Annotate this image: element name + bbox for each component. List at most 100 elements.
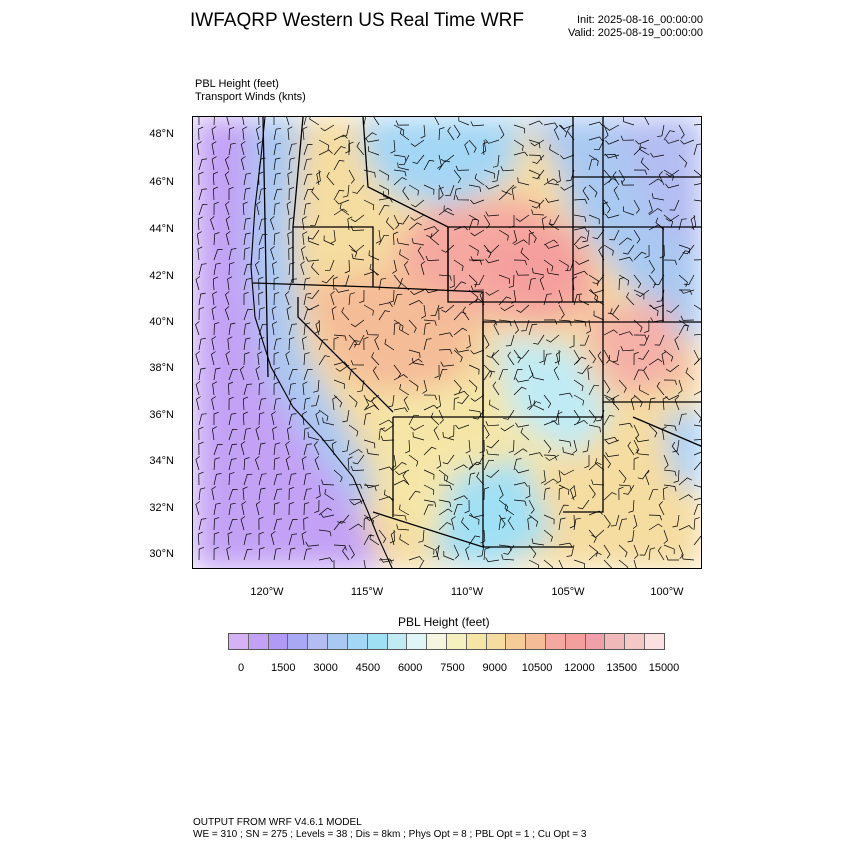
wind-barb <box>198 426 204 441</box>
wind-barb <box>663 529 669 544</box>
wind-barb <box>662 486 668 501</box>
wind-barb <box>422 379 427 394</box>
colorbar-swatch <box>506 634 527 649</box>
wind-barb <box>241 501 247 516</box>
wind-barb <box>353 334 365 346</box>
wind-barb <box>318 339 328 351</box>
wind-barb <box>348 394 358 408</box>
wind-barb <box>197 531 203 546</box>
wind-barb <box>620 346 635 352</box>
wind-barb <box>288 186 295 201</box>
wind-barb <box>648 178 663 186</box>
wind-barb <box>213 457 220 471</box>
wind-barb <box>348 483 363 489</box>
wind-barb <box>528 169 540 180</box>
wind-barb <box>212 426 217 441</box>
wind-barb <box>438 127 445 141</box>
wind-barb <box>528 120 543 126</box>
wind-barb <box>228 458 237 471</box>
wind-barb <box>419 559 425 568</box>
wind-barb <box>489 399 500 411</box>
wind-barb <box>303 144 313 156</box>
wind-barb <box>556 351 561 366</box>
wind-barb <box>228 369 238 381</box>
wind-barb <box>512 229 518 244</box>
wind-barb <box>566 544 575 557</box>
wind-barb <box>197 216 203 231</box>
wind-barb <box>549 219 560 231</box>
wind-barb <box>363 132 377 141</box>
wind-barb <box>198 263 207 276</box>
wind-barb <box>288 369 298 381</box>
lat-label: 48°N <box>149 128 174 140</box>
wind-barb <box>273 117 275 125</box>
wind-barb <box>648 358 663 366</box>
wind-barb <box>588 274 599 286</box>
wind-barb <box>212 171 219 186</box>
wind-barb <box>627 529 635 543</box>
colorbar-label: 15000 <box>648 662 680 674</box>
wind-barb <box>678 324 690 336</box>
wind-barb <box>227 531 233 546</box>
wind-barb <box>423 404 438 411</box>
colorbar-swatch <box>288 634 309 649</box>
colorbar-label: 6000 <box>397 662 423 674</box>
wind-barb <box>573 379 584 392</box>
wind-barb <box>485 211 500 217</box>
wind-barb <box>672 439 680 453</box>
wind-barb <box>393 293 403 306</box>
wind-barb <box>573 409 581 424</box>
wind-barb <box>525 484 531 499</box>
wind-barb <box>388 289 395 303</box>
wind-barb <box>213 411 219 425</box>
wind-barb <box>365 137 380 143</box>
wind-barb <box>693 424 701 427</box>
wind-barb <box>633 559 637 568</box>
wind-barb <box>228 443 238 456</box>
wind-barb <box>423 338 432 351</box>
wind-barb <box>558 484 570 495</box>
wind-barb <box>288 486 295 501</box>
wind-barb <box>543 439 552 454</box>
wind-barb <box>378 169 389 181</box>
wind-barb <box>363 439 376 449</box>
wind-barb <box>273 188 283 201</box>
wind-barb <box>301 531 307 546</box>
wind-barb <box>573 419 588 426</box>
wind-barb <box>476 472 485 486</box>
wind-barb <box>453 495 468 501</box>
wind-barb <box>198 306 204 321</box>
wind-barb <box>198 546 205 561</box>
wind-barb <box>532 267 545 276</box>
wind-barb <box>569 335 575 349</box>
wind-barb <box>513 369 523 381</box>
wind-barb <box>410 424 425 431</box>
wind-barb <box>627 441 635 456</box>
wind-barb <box>303 516 309 531</box>
wind-barb <box>508 439 515 453</box>
wind-barb <box>663 469 677 477</box>
wind-barb <box>540 469 546 484</box>
wind-barb <box>258 307 265 321</box>
wind-barb <box>257 351 263 366</box>
wind-barb <box>597 351 605 366</box>
wind-barb <box>612 349 620 363</box>
wind-barb <box>255 366 261 381</box>
wind-barb <box>665 169 680 177</box>
wind-barb <box>663 454 669 469</box>
wind-barb <box>485 184 500 190</box>
wind-barb <box>588 184 598 198</box>
wind-barb <box>532 154 545 164</box>
wind-barb <box>322 417 335 426</box>
colorbar-swatch <box>347 634 368 649</box>
wind-barb <box>226 117 230 126</box>
wind-barb <box>273 276 279 291</box>
wind-barb <box>633 439 640 454</box>
wind-barb <box>588 529 597 543</box>
wind-barb <box>515 468 530 474</box>
wind-barb <box>453 259 464 272</box>
wind-barb <box>633 169 648 175</box>
wind-barb <box>303 202 311 216</box>
wind-barb <box>213 186 219 201</box>
wind-barb <box>363 336 369 351</box>
